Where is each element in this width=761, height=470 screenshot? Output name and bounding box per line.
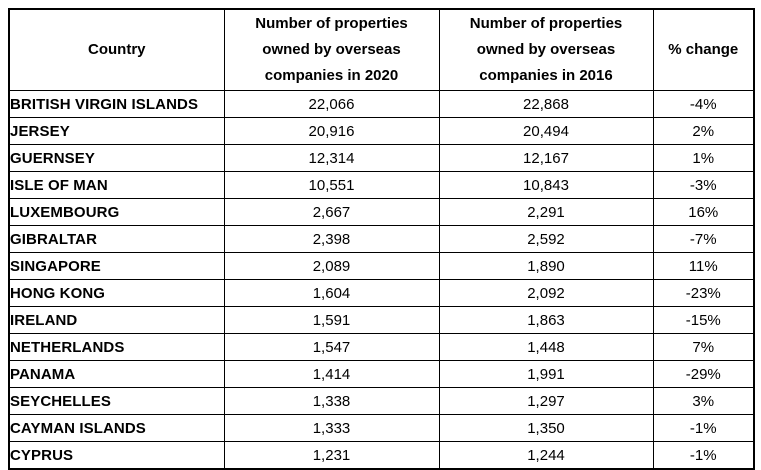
table-row: GUERNSEY 12,314 12,167 1% — [8, 144, 755, 172]
change-cell: -1% — [652, 441, 755, 470]
change-cell: -15% — [652, 306, 755, 334]
country-cell: LUXEMBOURG — [8, 198, 225, 226]
table-row: NETHERLANDS 1,547 1,448 7% — [8, 333, 755, 361]
country-cell: NETHERLANDS — [8, 333, 225, 361]
change-cell: -7% — [652, 225, 755, 253]
country-cell: HONG KONG — [8, 279, 225, 307]
column-header-country: Country — [8, 8, 225, 91]
table-row: CYPRUS 1,231 1,244 -1% — [8, 441, 755, 470]
table-row: HONG KONG 1,604 2,092 -23% — [8, 279, 755, 307]
value-2016-cell: 1,448 — [438, 333, 654, 361]
column-header-2016: Number of properties owned by overseas c… — [438, 8, 654, 91]
change-cell: 2% — [652, 117, 755, 145]
table-row: IRELAND 1,591 1,863 -15% — [8, 306, 755, 334]
value-2016-cell: 1,890 — [438, 252, 654, 280]
country-cell: CAYMAN ISLANDS — [8, 414, 225, 442]
country-cell: GIBRALTAR — [8, 225, 225, 253]
table-row: SEYCHELLES 1,338 1,297 3% — [8, 387, 755, 415]
value-2020-cell: 2,667 — [223, 198, 440, 226]
change-cell: 7% — [652, 333, 755, 361]
country-cell: SEYCHELLES — [8, 387, 225, 415]
value-2020-cell: 1,414 — [223, 360, 440, 388]
value-2016-cell: 2,592 — [438, 225, 654, 253]
value-2016-cell: 1,297 — [438, 387, 654, 415]
table-row: SINGAPORE 2,089 1,890 11% — [8, 252, 755, 280]
column-header-change: % change — [652, 8, 755, 91]
value-2020-cell: 1,338 — [223, 387, 440, 415]
table-row: GIBRALTAR 2,398 2,592 -7% — [8, 225, 755, 253]
table-row: ISLE OF MAN 10,551 10,843 -3% — [8, 171, 755, 199]
table-row: BRITISH VIRGIN ISLANDS 22,066 22,868 -4% — [8, 90, 755, 118]
country-cell: JERSEY — [8, 117, 225, 145]
value-2020-cell: 20,916 — [223, 117, 440, 145]
value-2016-cell: 12,167 — [438, 144, 654, 172]
value-2016-cell: 1,244 — [438, 441, 654, 470]
change-cell: -4% — [652, 90, 755, 118]
table-row: CAYMAN ISLANDS 1,333 1,350 -1% — [8, 414, 755, 442]
value-2016-cell: 1,350 — [438, 414, 654, 442]
value-2020-cell: 10,551 — [223, 171, 440, 199]
change-cell: 1% — [652, 144, 755, 172]
value-2016-cell: 1,863 — [438, 306, 654, 334]
country-cell: IRELAND — [8, 306, 225, 334]
value-2020-cell: 1,547 — [223, 333, 440, 361]
value-2016-cell: 20,494 — [438, 117, 654, 145]
value-2016-cell: 1,991 — [438, 360, 654, 388]
value-2020-cell: 22,066 — [223, 90, 440, 118]
change-cell: -23% — [652, 279, 755, 307]
properties-table-container: Country Number of properties owned by ov… — [8, 8, 755, 470]
value-2016-cell: 2,291 — [438, 198, 654, 226]
value-2020-cell: 2,089 — [223, 252, 440, 280]
country-cell: GUERNSEY — [8, 144, 225, 172]
country-cell: ISLE OF MAN — [8, 171, 225, 199]
country-cell: PANAMA — [8, 360, 225, 388]
header-row: Country Number of properties owned by ov… — [8, 8, 755, 91]
country-cell: BRITISH VIRGIN ISLANDS — [8, 90, 225, 118]
value-2016-cell: 10,843 — [438, 171, 654, 199]
country-cell: SINGAPORE — [8, 252, 225, 280]
value-2016-cell: 22,868 — [438, 90, 654, 118]
change-cell: -1% — [652, 414, 755, 442]
column-header-2020: Number of properties owned by overseas c… — [223, 8, 440, 91]
country-cell: CYPRUS — [8, 441, 225, 470]
table-row: LUXEMBOURG 2,667 2,291 16% — [8, 198, 755, 226]
change-cell: 3% — [652, 387, 755, 415]
change-cell: -29% — [652, 360, 755, 388]
value-2016-cell: 2,092 — [438, 279, 654, 307]
change-cell: 16% — [652, 198, 755, 226]
value-2020-cell: 2,398 — [223, 225, 440, 253]
change-cell: 11% — [652, 252, 755, 280]
value-2020-cell: 12,314 — [223, 144, 440, 172]
overseas-properties-table: Country Number of properties owned by ov… — [8, 8, 755, 470]
value-2020-cell: 1,231 — [223, 441, 440, 470]
table-row: JERSEY 20,916 20,494 2% — [8, 117, 755, 145]
value-2020-cell: 1,333 — [223, 414, 440, 442]
value-2020-cell: 1,591 — [223, 306, 440, 334]
change-cell: -3% — [652, 171, 755, 199]
table-row: PANAMA 1,414 1,991 -29% — [8, 360, 755, 388]
value-2020-cell: 1,604 — [223, 279, 440, 307]
